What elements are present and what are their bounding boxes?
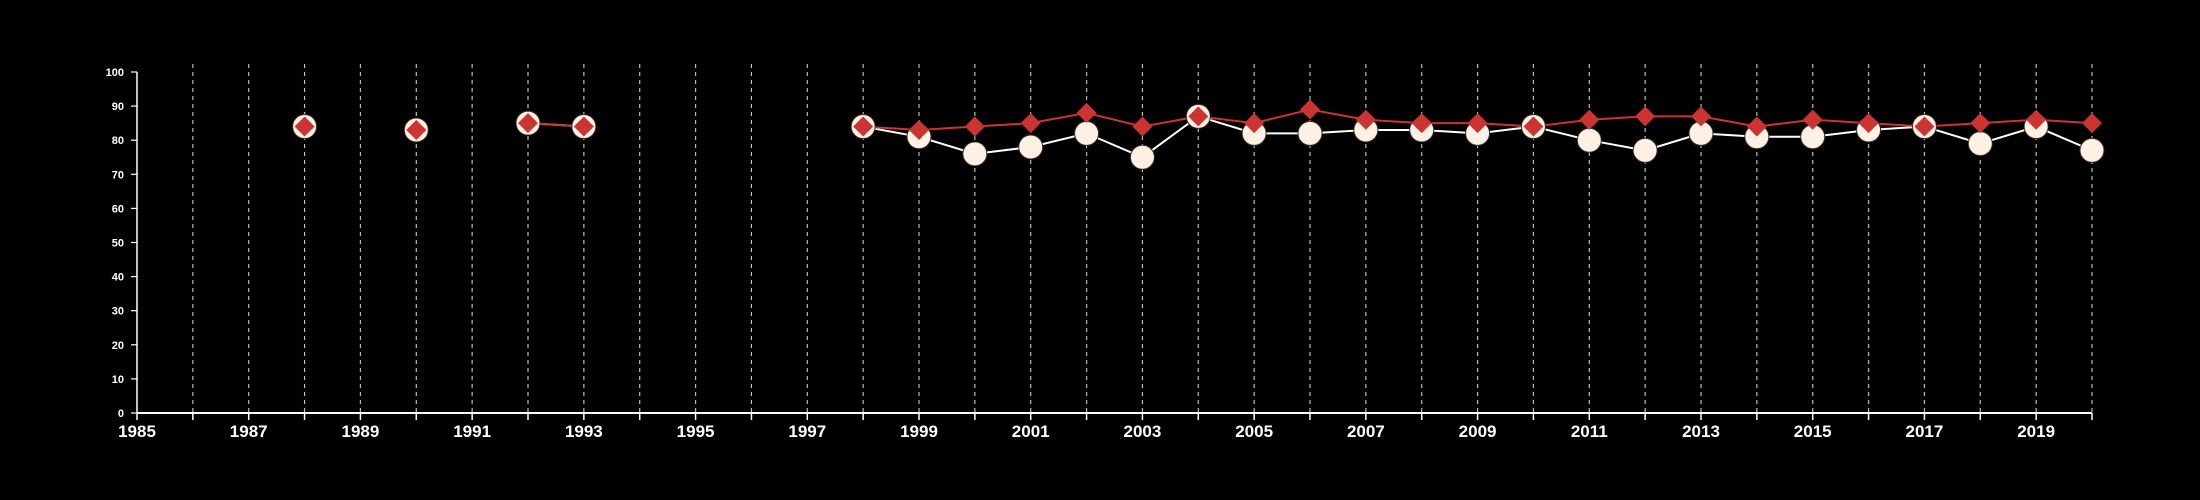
series-2-point-2000 (964, 116, 985, 137)
series-2-point-2013 (1691, 106, 1711, 127)
series-2-markers (294, 99, 2102, 140)
series-2-point-2019 (2026, 109, 2047, 130)
series-1-point-2020 (2079, 137, 2105, 163)
series-2-point-2014 (1746, 116, 1767, 137)
y-tick-label-100: 100 (106, 67, 124, 79)
series-1-point-2011 (1576, 127, 1602, 153)
series-1-point-2006 (1297, 120, 1323, 146)
series-1-point-2002 (1074, 120, 1100, 146)
x-tick-label-2015: 2015 (1794, 422, 1832, 441)
series-layer (292, 99, 2105, 170)
series-2-point-2004 (1188, 106, 1209, 127)
series-2-point-2016 (1858, 113, 1879, 134)
series-2-point-1999 (909, 119, 929, 140)
series-2-point-1992 (518, 113, 538, 134)
series-2-point-2002 (1076, 102, 1097, 123)
y-tick-label-30: 30 (112, 306, 124, 318)
x-tick-label-1989: 1989 (342, 422, 380, 441)
x-tick-label-1991: 1991 (453, 422, 491, 441)
series-2-point-2011 (1579, 109, 1600, 130)
y-tick-label-50: 50 (112, 238, 124, 250)
series-2-point-2017 (1914, 116, 1935, 137)
axes: 0 10 20 30 40 50 60 70 80 90 100 1985 1987 1989 1991 19… (106, 67, 2093, 441)
series-2-point-1998 (853, 116, 874, 137)
x-tick-label-2007: 2007 (1347, 422, 1385, 441)
y-tick-label-60: 60 (112, 203, 124, 215)
x-tick-label-2017: 2017 (1906, 422, 1944, 441)
series-2-point-1993 (573, 116, 594, 137)
y-tick-label-40: 40 (112, 272, 124, 284)
x-tick-label-2001: 2001 (1012, 422, 1050, 441)
x-tick-label-2019: 2019 (2017, 422, 2055, 441)
series-1-point-2003 (1129, 144, 1155, 170)
series-2-point-1988 (294, 116, 315, 137)
x-tick-label-1997: 1997 (788, 422, 826, 441)
y-tick-label-20: 20 (112, 340, 124, 352)
x-tick-label-2003: 2003 (1124, 422, 1162, 441)
x-tick-label-1987: 1987 (230, 422, 268, 441)
series-2-point-2007 (1355, 109, 1376, 130)
series-2-point-2015 (1802, 109, 1823, 130)
x-tick-label-2013: 2013 (1682, 422, 1720, 441)
series-1-point-2018 (1967, 131, 1993, 157)
series-2-point-2001 (1020, 113, 1041, 134)
x-tick-label-2009: 2009 (1459, 422, 1497, 441)
y-tick-label-0: 0 (118, 408, 124, 420)
x-tick-label-2005: 2005 (1235, 422, 1273, 441)
x-tick-label-1999: 1999 (900, 422, 938, 441)
series-2-point-2005 (1244, 113, 1265, 134)
series-2-point-2006 (1300, 99, 1320, 120)
series-2-point-2010 (1523, 116, 1544, 137)
series-2-point-2018 (1970, 113, 1991, 134)
y-tick-label-70: 70 (112, 169, 124, 181)
x-tick-label-1993: 1993 (565, 422, 603, 441)
y-tick-label-10: 10 (112, 374, 124, 386)
series-1-point-2012 (1632, 137, 1658, 163)
series-1-point-2001 (1018, 134, 1044, 160)
series-2-point-2020 (2082, 113, 2102, 134)
series-2-point-2003 (1132, 116, 1153, 137)
series-2-point-2012 (1635, 106, 1656, 127)
y-tick-label-90: 90 (112, 101, 124, 113)
x-tick-label-1985: 1985 (118, 422, 156, 441)
x-tick-label-2011: 2011 (1571, 422, 1608, 441)
series-1-point-2000 (962, 141, 988, 167)
series-2-point-2009 (1467, 113, 1488, 134)
x-tick-label-1995: 1995 (677, 422, 715, 441)
series-2-point-2008 (1411, 113, 1432, 134)
y-tick-label-80: 80 (112, 135, 124, 147)
series-2-point-1990 (406, 119, 427, 140)
